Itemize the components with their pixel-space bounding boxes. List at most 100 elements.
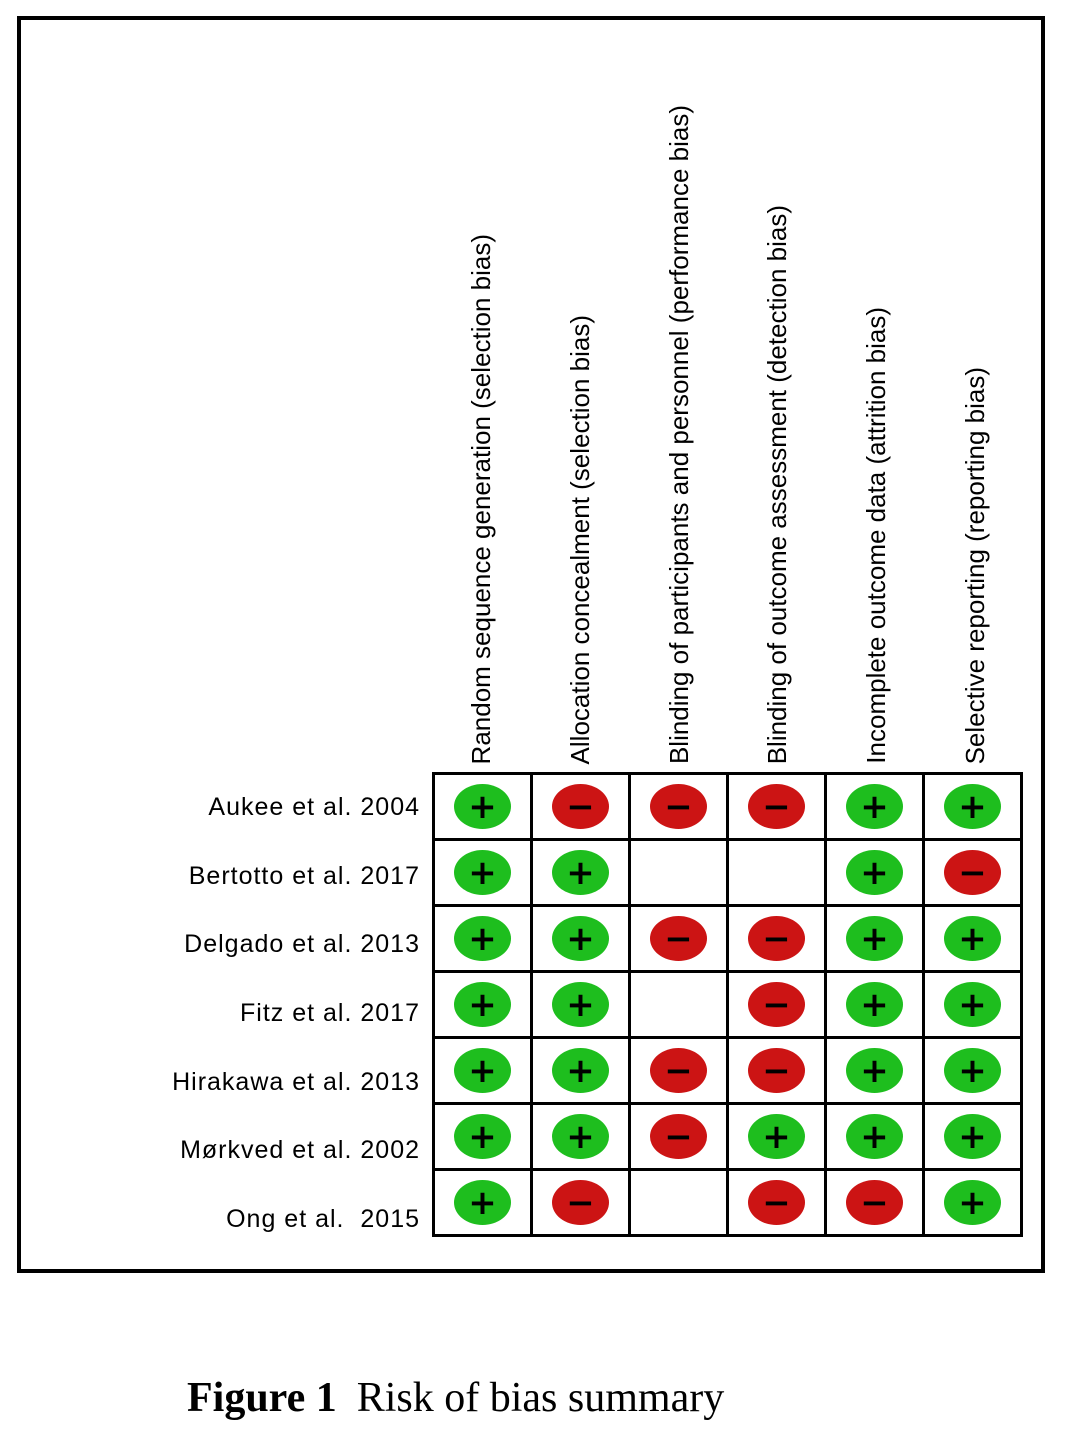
- high-risk-minus-icon: −: [650, 916, 707, 961]
- high-risk-minus-icon: −: [748, 784, 805, 829]
- risk-cell: −: [726, 904, 827, 973]
- high-risk-minus-icon: −: [552, 784, 609, 829]
- column-header-incomplete-outcome-data: Incomplete outcome data (attrition bias): [861, 307, 891, 764]
- risk-cell: +: [922, 1036, 1023, 1105]
- risk-cell: +: [824, 772, 925, 841]
- column-header-blinding-outcome-assessment: Blinding of outcome assessment (detectio…: [762, 204, 792, 764]
- risk-cell: −: [530, 1168, 631, 1237]
- risk-cell: +: [922, 1102, 1023, 1171]
- risk-cell: +: [432, 1168, 533, 1237]
- low-risk-plus-icon: +: [846, 916, 903, 961]
- risk-cell: +: [824, 904, 925, 973]
- column-header-allocation-concealment: Allocation concealment (selection bias): [565, 314, 595, 764]
- low-risk-plus-icon: +: [552, 1114, 609, 1159]
- risk-cell: +: [922, 970, 1023, 1039]
- low-risk-plus-icon: +: [454, 1114, 511, 1159]
- risk-cell: +: [530, 970, 631, 1039]
- low-risk-plus-icon: +: [454, 784, 511, 829]
- row-label-hirakawa: Hirakawa et al. 2013: [172, 1068, 420, 1096]
- row-label-aukee: Aukee et al. 2004: [208, 793, 420, 821]
- risk-cell: +: [432, 1036, 533, 1105]
- row-label-ong: Ong et al. 2015: [226, 1205, 420, 1233]
- risk-cell: [628, 970, 729, 1039]
- risk-cell: +: [530, 838, 631, 907]
- figure-caption-text: Risk of bias summary: [356, 1375, 725, 1421]
- risk-cell: −: [628, 904, 729, 973]
- low-risk-plus-icon: +: [552, 982, 609, 1027]
- risk-cell: −: [530, 772, 631, 841]
- figure-caption: Figure 1 Risk of bias summary: [187, 1374, 724, 1422]
- low-risk-plus-icon: +: [552, 850, 609, 895]
- low-risk-plus-icon: +: [552, 916, 609, 961]
- low-risk-plus-icon: +: [846, 850, 903, 895]
- risk-cell: −: [726, 1036, 827, 1105]
- row-label-morkved: Mørkved et al. 2002: [180, 1136, 420, 1164]
- column-header-blinding-participants-personnel: Blinding of participants and personnel (…: [664, 104, 694, 764]
- risk-of-bias-table: + − − − + + + + + − + + − − + + + + − + + + + − − + + + + − + + + + − − − +: [432, 772, 1023, 1237]
- low-risk-plus-icon: +: [944, 982, 1001, 1027]
- high-risk-minus-icon: −: [748, 982, 805, 1027]
- table-row: + + − − + +: [432, 904, 1023, 973]
- table-row: + + − − + +: [432, 1036, 1023, 1105]
- risk-cell: [628, 838, 729, 907]
- risk-cell: +: [922, 904, 1023, 973]
- risk-cell: −: [922, 838, 1023, 907]
- low-risk-plus-icon: +: [846, 982, 903, 1027]
- risk-cell: +: [530, 1102, 631, 1171]
- row-label-delgado: Delgado et al. 2013: [184, 930, 420, 958]
- risk-cell: +: [922, 772, 1023, 841]
- risk-cell: [726, 838, 827, 907]
- risk-cell: +: [432, 772, 533, 841]
- high-risk-minus-icon: −: [748, 1180, 805, 1225]
- risk-cell: −: [726, 1168, 827, 1237]
- high-risk-minus-icon: −: [846, 1180, 903, 1225]
- row-label-bertotto: Bertotto et al. 2017: [188, 862, 420, 890]
- low-risk-plus-icon: +: [944, 916, 1001, 961]
- high-risk-minus-icon: −: [944, 850, 1001, 895]
- low-risk-plus-icon: +: [846, 1114, 903, 1159]
- table-row: + + − + + +: [432, 1102, 1023, 1171]
- high-risk-minus-icon: −: [552, 1180, 609, 1225]
- risk-table-body: + − − − + + + + + − + + − − + + + + − + + + + − − + + + + − + + + + − − − +: [432, 772, 1023, 1237]
- row-label-fitz: Fitz et al. 2017: [240, 999, 420, 1027]
- risk-cell: −: [628, 772, 729, 841]
- low-risk-plus-icon: +: [454, 982, 511, 1027]
- table-row: + − − − +: [432, 1168, 1023, 1237]
- low-risk-plus-icon: +: [944, 1048, 1001, 1093]
- low-risk-plus-icon: +: [454, 916, 511, 961]
- risk-cell: +: [824, 838, 925, 907]
- high-risk-minus-icon: −: [650, 784, 707, 829]
- low-risk-plus-icon: +: [454, 850, 511, 895]
- risk-cell: +: [432, 904, 533, 973]
- risk-cell: +: [432, 1102, 533, 1171]
- risk-cell: +: [824, 1036, 925, 1105]
- low-risk-plus-icon: +: [944, 1180, 1001, 1225]
- risk-cell: +: [530, 1036, 631, 1105]
- table-row: + − − − + +: [432, 772, 1023, 841]
- risk-cell: −: [628, 1036, 729, 1105]
- low-risk-plus-icon: +: [748, 1114, 805, 1159]
- low-risk-plus-icon: +: [846, 784, 903, 829]
- risk-cell: −: [726, 772, 827, 841]
- low-risk-plus-icon: +: [454, 1048, 511, 1093]
- risk-cell: +: [432, 970, 533, 1039]
- low-risk-plus-icon: +: [944, 1114, 1001, 1159]
- risk-cell: +: [824, 1102, 925, 1171]
- low-risk-plus-icon: +: [552, 1048, 609, 1093]
- column-header-selective-reporting: Selective reporting (reporting bias): [960, 366, 990, 764]
- high-risk-minus-icon: −: [650, 1048, 707, 1093]
- risk-cell: +: [432, 838, 533, 907]
- risk-cell: −: [628, 1102, 729, 1171]
- risk-cell: [628, 1168, 729, 1237]
- high-risk-minus-icon: −: [748, 1048, 805, 1093]
- low-risk-plus-icon: +: [846, 1048, 903, 1093]
- table-row: + + − + +: [432, 970, 1023, 1039]
- high-risk-minus-icon: −: [650, 1114, 707, 1159]
- table-row: + + + −: [432, 838, 1023, 907]
- risk-cell: +: [530, 904, 631, 973]
- high-risk-minus-icon: −: [748, 916, 805, 961]
- low-risk-plus-icon: +: [454, 1180, 511, 1225]
- risk-cell: +: [726, 1102, 827, 1171]
- risk-cell: +: [922, 1168, 1023, 1237]
